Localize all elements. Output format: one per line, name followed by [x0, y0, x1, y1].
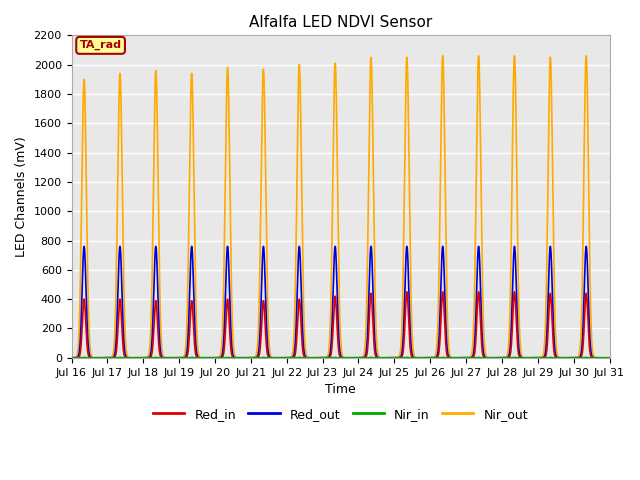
Nir_out — [186, 169, 193, 175]
Nir_in — [605, 355, 613, 360]
Nir_out — [85, 314, 93, 320]
Red_in — [85, 353, 93, 359]
Y-axis label: LED Channels (mV): LED Channels (mV) — [15, 136, 28, 257]
Red_in — [511, 289, 518, 295]
Title: Alfalfa LED NDVI Sensor: Alfalfa LED NDVI Sensor — [249, 15, 432, 30]
Red_out — [534, 355, 542, 360]
Line: Red_in: Red_in — [72, 292, 609, 358]
Red_in — [126, 355, 134, 360]
Line: Nir_out: Nir_out — [72, 56, 609, 358]
Red_in — [534, 355, 542, 360]
Red_out — [186, 293, 193, 299]
X-axis label: Time: Time — [325, 383, 356, 396]
Nir_out — [352, 355, 360, 360]
Red_in — [186, 329, 193, 335]
Red_out — [197, 355, 205, 360]
Nir_out — [582, 53, 590, 59]
Nir_in — [197, 355, 205, 360]
Red_out — [80, 243, 88, 249]
Nir_out — [605, 355, 613, 360]
Nir_out — [534, 355, 541, 360]
Red_in — [197, 355, 205, 360]
Nir_in — [80, 354, 88, 360]
Red_out — [605, 355, 613, 360]
Line: Red_out: Red_out — [72, 246, 609, 358]
Nir_out — [126, 355, 134, 360]
Nir_in — [534, 355, 542, 360]
Nir_out — [197, 355, 205, 360]
Red_in — [68, 355, 76, 360]
Text: TA_rad: TA_rad — [79, 40, 122, 50]
Red_in — [352, 355, 360, 360]
Nir_in — [85, 355, 93, 360]
Legend: Red_in, Red_out, Nir_in, Nir_out: Red_in, Red_out, Nir_in, Nir_out — [148, 403, 533, 426]
Nir_out — [68, 355, 76, 360]
Nir_in — [186, 355, 193, 360]
Red_in — [605, 355, 613, 360]
Nir_in — [352, 355, 360, 360]
Red_out — [126, 355, 134, 360]
Red_out — [68, 355, 76, 360]
Red_out — [352, 355, 360, 360]
Nir_in — [126, 355, 134, 360]
Nir_in — [68, 355, 76, 360]
Red_out — [85, 348, 93, 353]
